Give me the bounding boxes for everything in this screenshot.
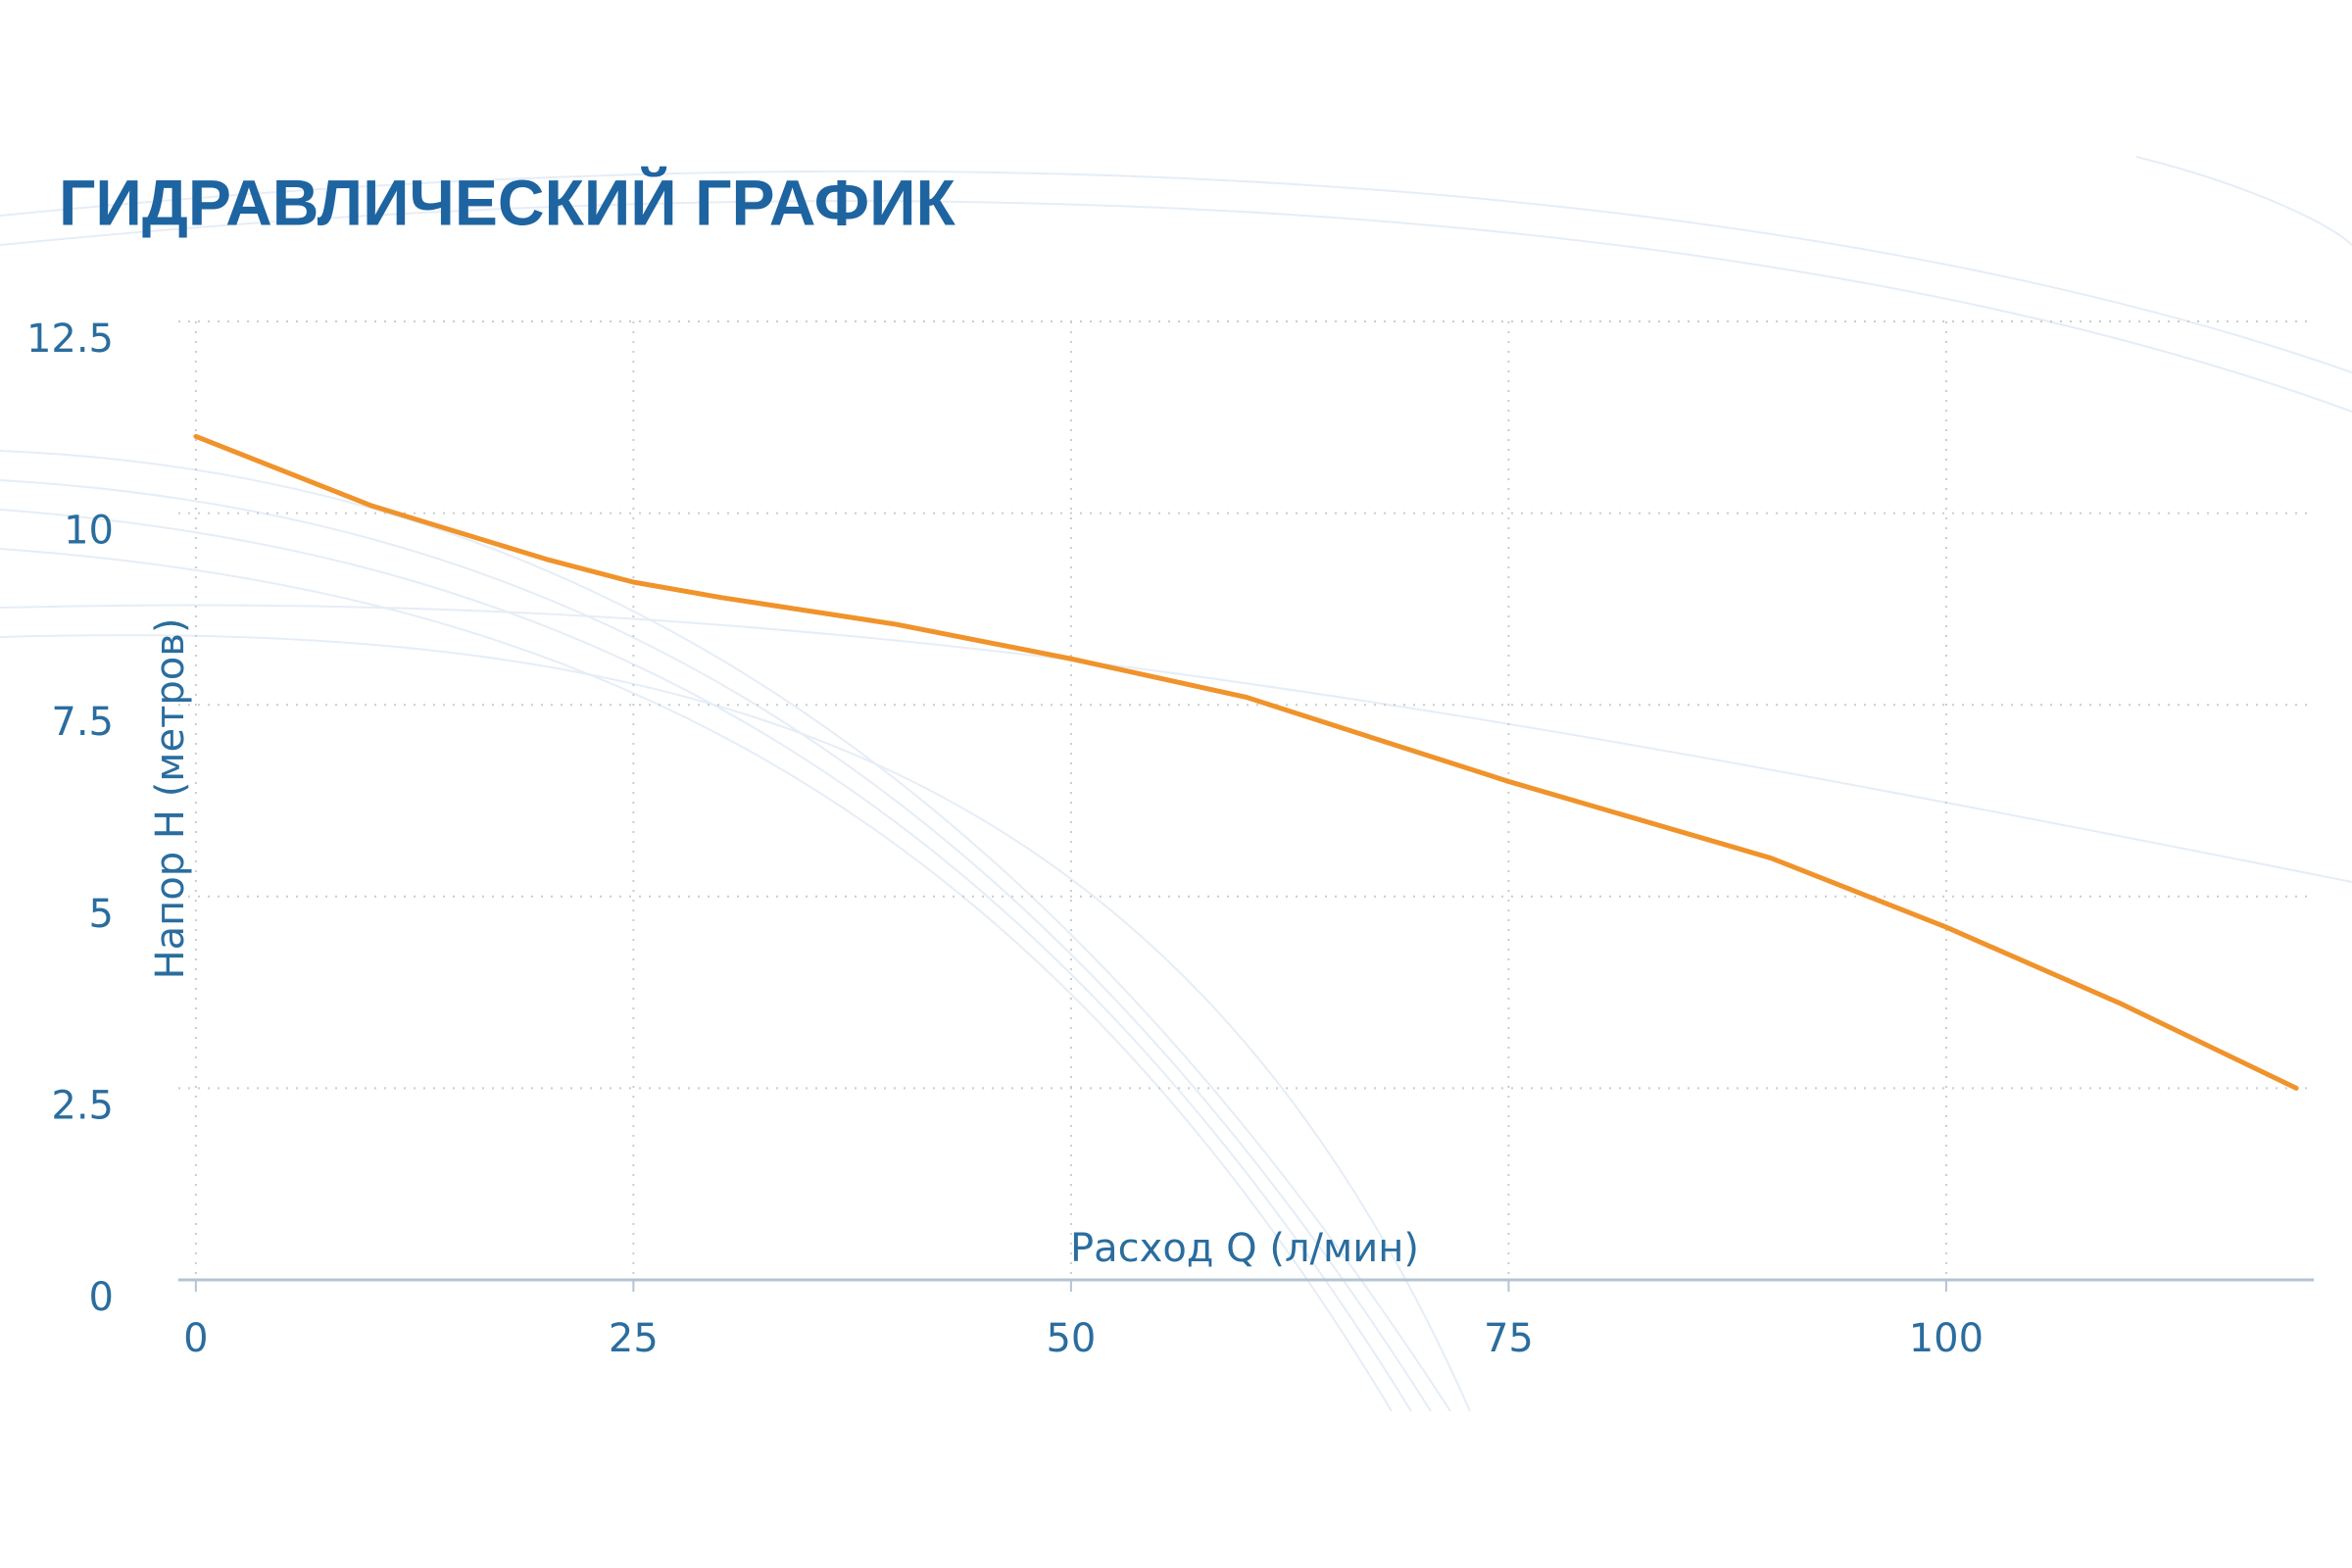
y-tick-label: 10: [64, 509, 114, 554]
chart-title: ГИДРАВЛИЧЕСКИЙ ГРАФИК: [59, 165, 956, 238]
x-tick-label: 100: [1909, 1316, 1984, 1361]
y-tick-label: 2.5: [51, 1083, 114, 1128]
plot-area: 0 2.5 5 7.5 10 12.5 0 25 50 75 100 Расход Q (л/мин)…: [26, 317, 2314, 1361]
y-tick-label: 5: [89, 892, 114, 937]
x-tick-label: 25: [609, 1316, 659, 1361]
x-axis-title: Расход Q (л/мин): [1070, 1226, 1419, 1271]
y-tick-label: 7.5: [51, 700, 114, 745]
y-axis-title: Напор H (метров): [148, 618, 193, 980]
x-tick-label: 0: [183, 1316, 208, 1361]
x-tick-label: 75: [1484, 1316, 1534, 1361]
x-tick-label: 50: [1046, 1316, 1096, 1361]
y-tick-label: 12.5: [26, 317, 114, 362]
background-swirl: [0, 156, 2352, 1412]
y-tick-label: 0: [89, 1275, 114, 1320]
data-line: [193, 433, 2299, 1091]
